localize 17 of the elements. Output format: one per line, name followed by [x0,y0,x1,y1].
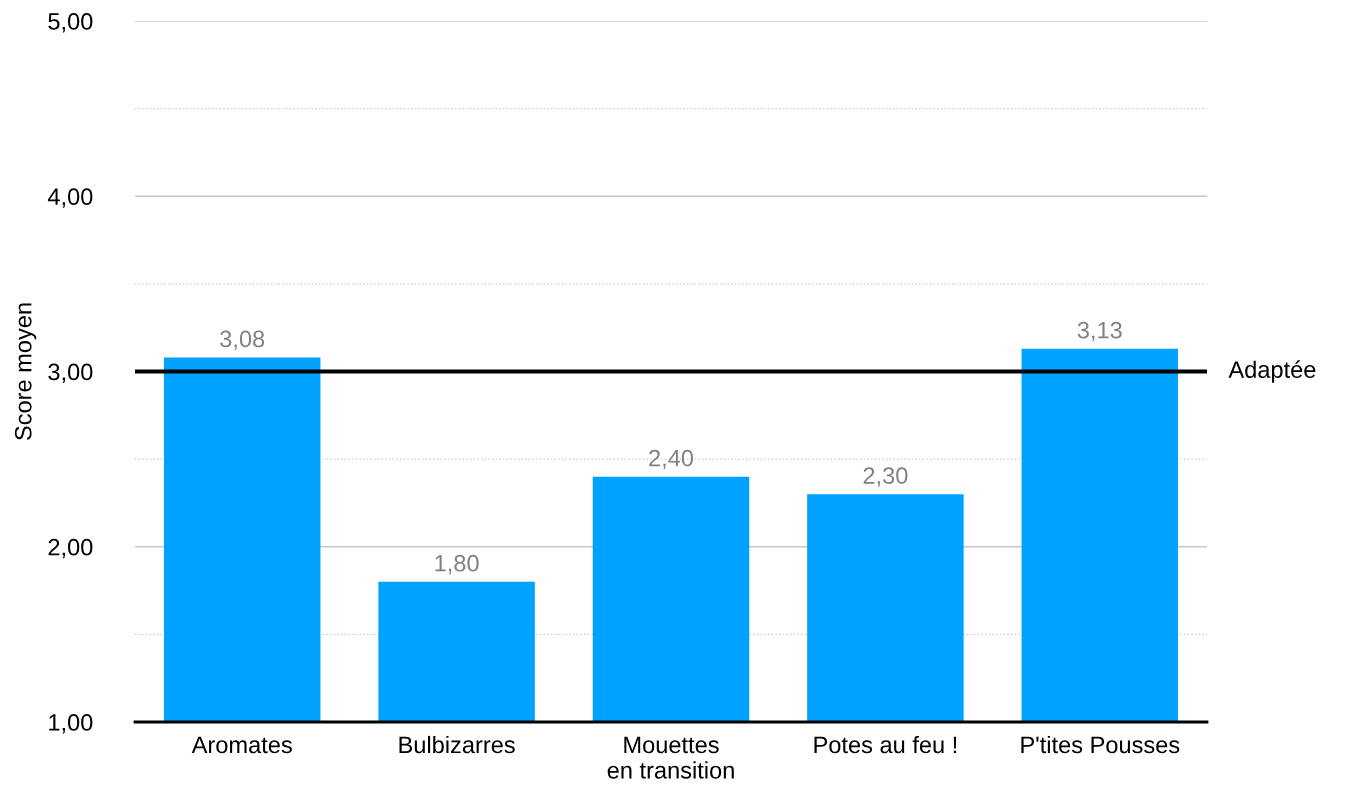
data-label: 1,80 [435,554,479,575]
data-label: 3,13 [1077,321,1122,342]
x-tick-label: P'tites Pousses [1021,735,1180,754]
ref-line-label: Adaptée [1228,360,1316,383]
y-axis-title: Score moyen [14,303,37,440]
x-tick-label: Bulbizarres [399,735,515,754]
y-tick-label: 3,00 [48,363,93,384]
data-label: 3,08 [220,330,265,351]
data-label: 2,40 [649,449,694,470]
y-tick-label: 1,00 [49,714,93,734]
y-tick-label: 5,00 [48,13,93,33]
x-tick-label: Aromates [191,736,292,754]
y-tick-label: 4,00 [47,188,93,208]
x-tick-label: Potes au feu ! [814,735,957,754]
data-label: 2,30 [863,467,908,487]
x-tick-label: Mouettes en transition [607,736,734,779]
y-tick-label: 2,00 [48,538,93,559]
